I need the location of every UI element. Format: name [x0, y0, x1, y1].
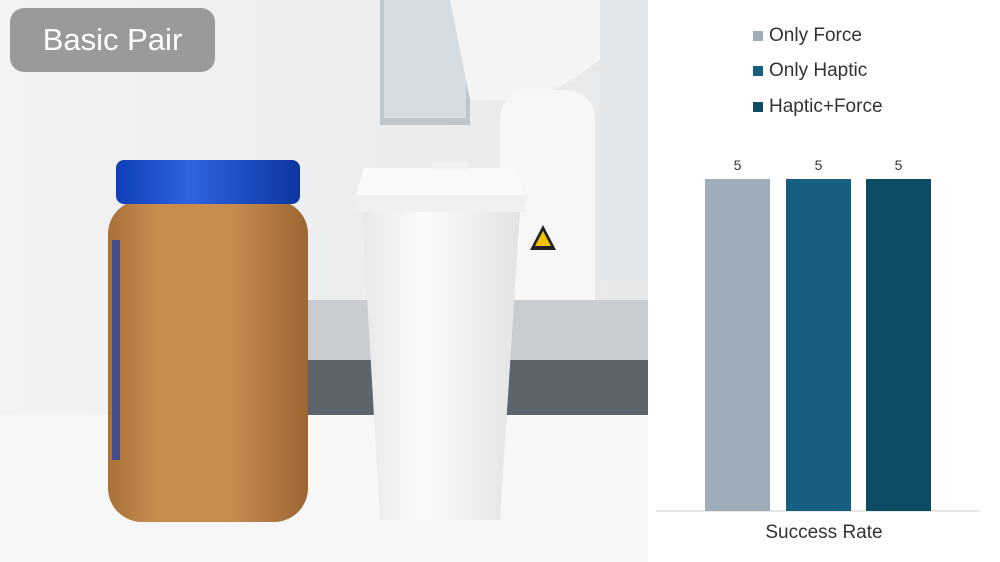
x-axis-label: Success Rate — [765, 522, 883, 543]
legend-swatch — [753, 102, 763, 112]
bar-only-force — [705, 179, 770, 511]
peanut-butter-and-cup-photo — [0, 0, 648, 562]
scene-photo — [0, 0, 648, 562]
legend-item-0: Only Force — [753, 24, 862, 48]
legend-label: Haptic+Force — [769, 96, 883, 117]
plot-area: 5 5 5 — [656, 157, 980, 512]
bar-haptic-force — [866, 179, 931, 511]
legend-item-2: Haptic+Force — [753, 95, 883, 119]
bar-only-haptic — [786, 179, 851, 511]
legend-label: Only Haptic — [769, 60, 868, 81]
data-label: 5 — [815, 157, 823, 173]
legend-swatch — [753, 66, 763, 76]
badge-label: Basic Pair — [10, 8, 215, 72]
data-label: 5 — [734, 157, 742, 173]
legend-swatch — [753, 31, 763, 41]
legend-item-1: Only Haptic — [753, 59, 867, 83]
data-label: 5 — [895, 157, 903, 173]
legend-label: Only Force — [769, 25, 862, 46]
